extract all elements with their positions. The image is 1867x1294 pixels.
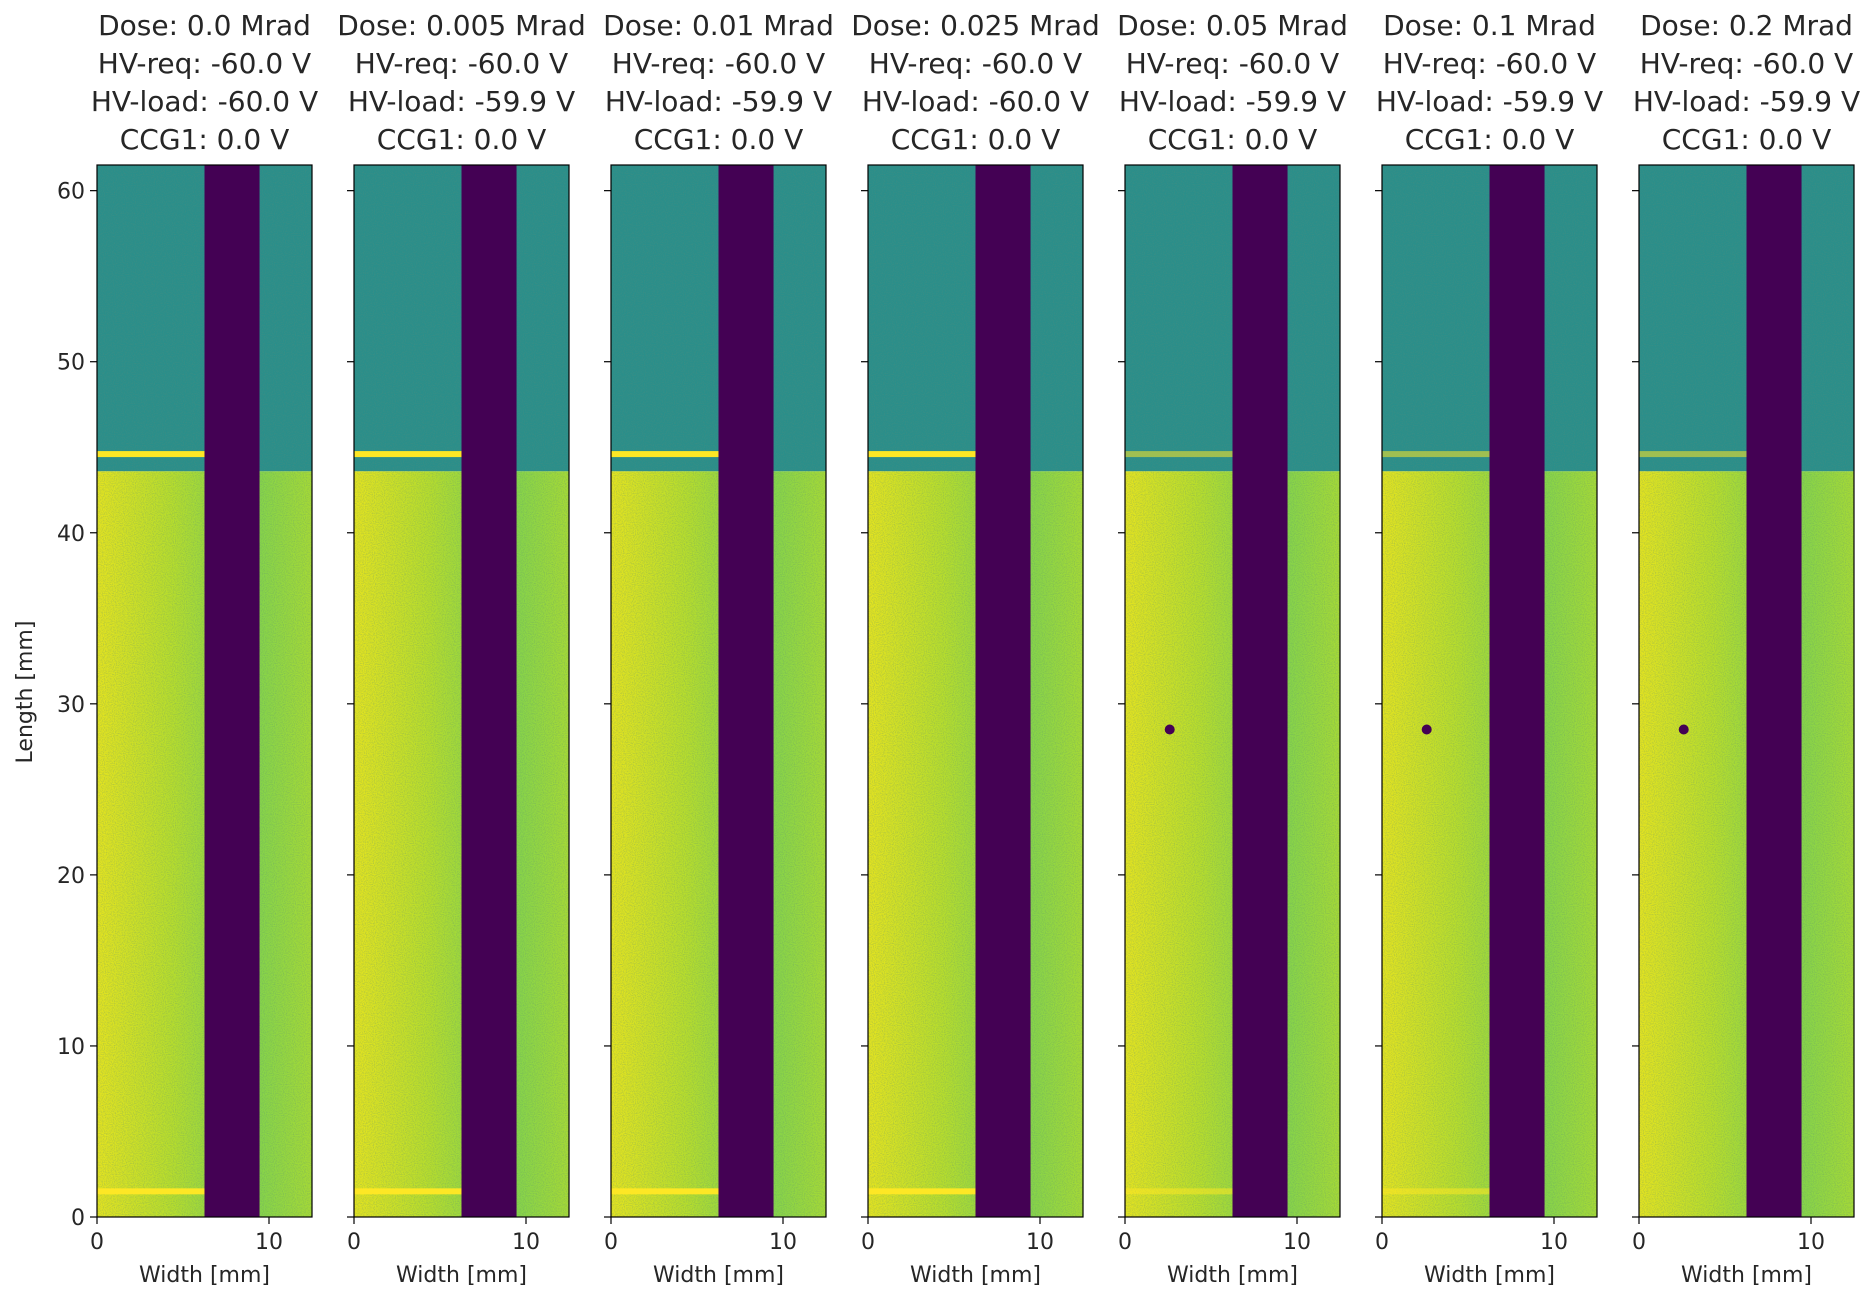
hot-line-1 (97, 451, 205, 458)
panel-title-hv-load: HV-load: -59.9 V (605, 85, 832, 118)
hot-line-1 (868, 451, 976, 458)
panel-frame (1381, 164, 1598, 1218)
panel-5: Dose: 0.05 Mrad HV-req: -60.0 V HV-load: -… (1117, 9, 1348, 1288)
hot-line-1 (611, 451, 719, 458)
x-tick-label: 0 (1632, 1230, 1646, 1255)
panel-title-dose: Dose: 0.2 Mrad (1640, 9, 1853, 42)
x-tick-label: 10 (1797, 1230, 1825, 1255)
panel-frame (1638, 164, 1855, 1218)
panel-title-hv-load: HV-load: -60.0 V (91, 85, 318, 118)
panel-title-hv-req: HV-req: -60.0 V (1383, 47, 1596, 80)
panel-title-hv-load: HV-load: -59.9 V (1119, 85, 1346, 118)
panel-frame (1124, 164, 1341, 1218)
x-tick-label: 10 (255, 1230, 283, 1255)
panel-3: Dose: 0.01 Mrad HV-req: -60.0 V HV-load: -… (603, 9, 834, 1288)
panel-1: Dose: 0.0 Mrad HV-req: -60.0 V HV-load: -6… (57, 9, 318, 1288)
panel-4: Dose: 0.025 Mrad HV-req: -60.0 V HV-load: … (851, 9, 1100, 1288)
x-axis-label: Width [mm] (1681, 1263, 1812, 1288)
panel-title-hv-req: HV-req: -60.0 V (1126, 47, 1339, 80)
defect-spot (1678, 724, 1689, 735)
dead-band (1746, 165, 1802, 1217)
panels: Dose: 0.0 Mrad HV-req: -60.0 V HV-load: -6… (57, 9, 1860, 1288)
panel-title-hv-load: HV-load: -60.0 V (862, 85, 1089, 118)
x-axis-label: Width [mm] (139, 1263, 270, 1288)
y-axis-label: Length [mm] (13, 621, 38, 764)
dead-band (718, 165, 774, 1217)
x-axis-label: Width [mm] (653, 1263, 784, 1288)
panel-title-ccg1: CCG1: 0.0 V (1405, 123, 1575, 156)
y-tick-label: 10 (57, 1035, 85, 1060)
x-tick-label: 10 (512, 1230, 540, 1255)
panel-frame (867, 164, 1084, 1218)
x-tick-label: 10 (1283, 1230, 1311, 1255)
panel-title-hv-req: HV-req: -60.0 V (98, 47, 311, 80)
panel-title-hv-req: HV-req: -60.0 V (1640, 47, 1853, 80)
panel-2: Dose: 0.005 Mrad HV-req: -60.0 V HV-load: … (337, 9, 586, 1288)
panel-title-hv-req: HV-req: -60.0 V (869, 47, 1082, 80)
panel-title-hv-req: HV-req: -60.0 V (612, 47, 825, 80)
panel-title-ccg1: CCG1: 0.0 V (120, 123, 290, 156)
hot-line-2 (868, 1188, 976, 1195)
hot-line-2 (354, 1188, 462, 1195)
hot-line-1 (1639, 451, 1747, 458)
hot-line-2 (97, 1188, 205, 1195)
x-tick-label: 0 (1118, 1230, 1132, 1255)
panel-frame (96, 164, 313, 1218)
x-tick-label: 0 (90, 1230, 104, 1255)
panel-title-dose: Dose: 0.01 Mrad (603, 9, 834, 42)
y-tick-label: 40 (57, 522, 85, 547)
x-tick-label: 0 (347, 1230, 361, 1255)
x-tick-label: 0 (1375, 1230, 1389, 1255)
panel-title-ccg1: CCG1: 0.0 V (1662, 123, 1832, 156)
x-tick-label: 10 (1540, 1230, 1568, 1255)
x-axis-label: Width [mm] (910, 1263, 1041, 1288)
hot-line-2 (1125, 1188, 1233, 1195)
hot-line-1 (354, 451, 462, 458)
dead-band (1489, 165, 1545, 1217)
x-tick-label: 10 (1026, 1230, 1054, 1255)
y-tick-label: 0 (71, 1206, 85, 1231)
y-tick-label: 30 (57, 693, 85, 718)
hot-line-1 (1382, 451, 1490, 458)
x-axis-label: Width [mm] (396, 1263, 527, 1288)
x-axis-label: Width [mm] (1424, 1263, 1555, 1288)
panel-title-ccg1: CCG1: 0.0 V (891, 123, 1061, 156)
panel-frame (610, 164, 827, 1218)
panel-6: Dose: 0.1 Mrad HV-req: -60.0 V HV-load: -5… (1375, 9, 1603, 1288)
panel-title-ccg1: CCG1: 0.0 V (634, 123, 804, 156)
y-tick-label: 60 (57, 180, 85, 205)
panel-title-ccg1: CCG1: 0.0 V (377, 123, 547, 156)
x-tick-label: 0 (861, 1230, 875, 1255)
hot-line-2 (611, 1188, 719, 1195)
dead-band (204, 165, 260, 1217)
panel-7: Dose: 0.2 Mrad HV-req: -60.0 V HV-load: -5… (1632, 9, 1860, 1288)
panel-title-dose: Dose: 0.1 Mrad (1383, 9, 1596, 42)
hot-line-1 (1125, 451, 1233, 458)
panel-title-hv-load: HV-load: -59.9 V (1633, 85, 1860, 118)
x-tick-label: 0 (604, 1230, 618, 1255)
dead-band (1232, 165, 1288, 1217)
x-axis-label: Width [mm] (1167, 1263, 1298, 1288)
panel-title-hv-load: HV-load: -59.9 V (1376, 85, 1603, 118)
hot-line-2 (1382, 1188, 1490, 1195)
panel-title-dose: Dose: 0.025 Mrad (851, 9, 1100, 42)
panel-title-ccg1: CCG1: 0.0 V (1148, 123, 1318, 156)
panel-title-dose: Dose: 0.0 Mrad (98, 9, 311, 42)
defect-spot (1421, 724, 1432, 735)
panel-title-hv-load: HV-load: -59.9 V (348, 85, 575, 118)
defect-spot (1164, 724, 1175, 735)
panel-title-dose: Dose: 0.05 Mrad (1117, 9, 1348, 42)
x-tick-label: 10 (769, 1230, 797, 1255)
panel-title-dose: Dose: 0.005 Mrad (337, 9, 586, 42)
panel-title-hv-req: HV-req: -60.0 V (355, 47, 568, 80)
y-tick-label: 20 (57, 864, 85, 889)
y-tick-label: 50 (57, 351, 85, 376)
panel-frame (353, 164, 570, 1218)
dead-band (461, 165, 517, 1217)
dead-band (975, 165, 1031, 1217)
